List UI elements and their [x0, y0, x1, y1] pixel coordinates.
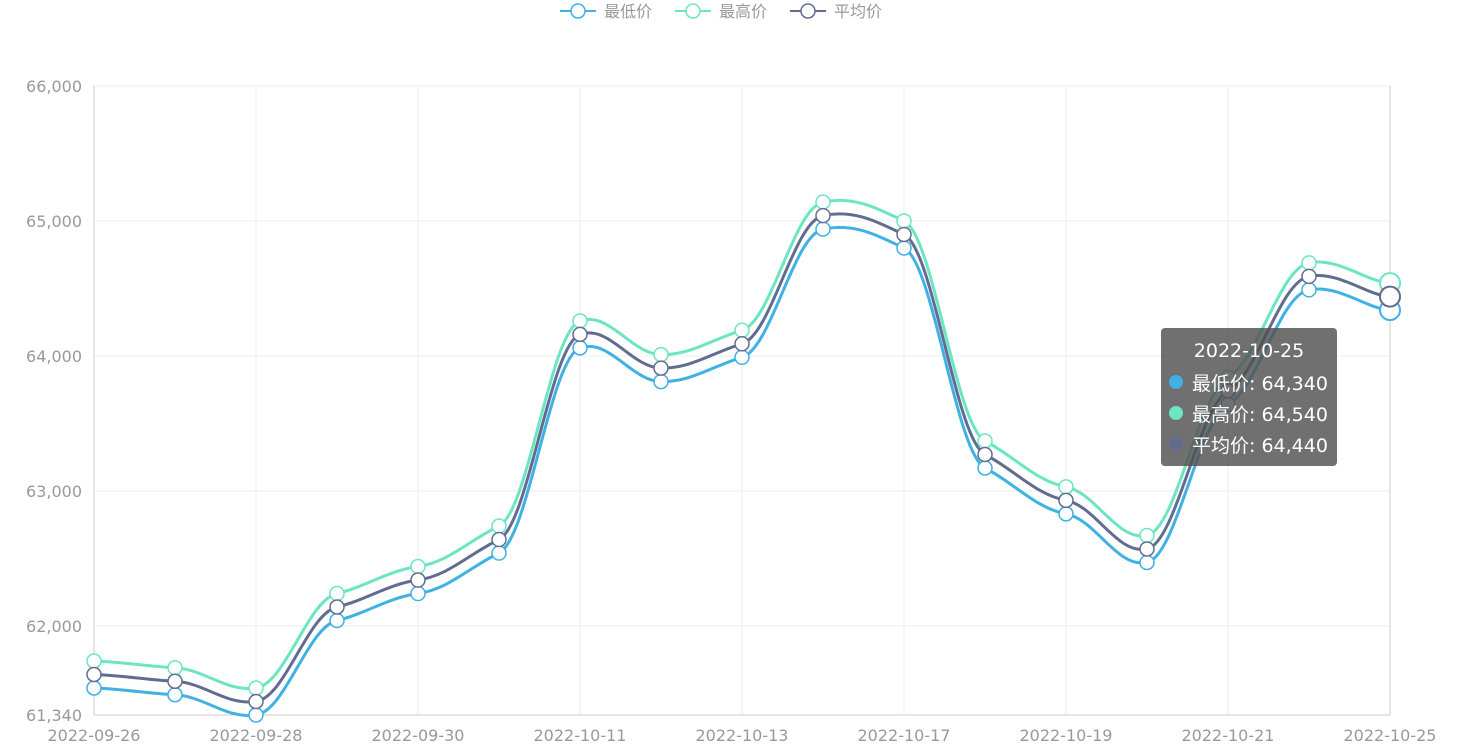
- x-tick-label: 2022-10-25: [1344, 726, 1437, 745]
- series-point[interactable]: [86, 653, 102, 669]
- series-point[interactable]: [491, 518, 507, 534]
- tooltip-row: 平均价: 64,440: [1169, 432, 1328, 457]
- series-point[interactable]: [1058, 506, 1074, 522]
- series-color-dot: [1169, 406, 1183, 420]
- x-tick-label: 2022-09-28: [210, 726, 303, 745]
- series-point[interactable]: [1139, 554, 1155, 571]
- series-point[interactable]: [1301, 282, 1317, 298]
- series-point[interactable]: [977, 460, 993, 476]
- series-point[interactable]: [410, 558, 426, 575]
- legend-item[interactable]: 平均价: [790, 2, 882, 21]
- tooltip-row: 最低价: 64,340: [1169, 370, 1328, 395]
- x-axis-tick-labels: 2022-09-26 2022-09-28 2022-09-30 2022-10-11…: [48, 726, 1437, 745]
- series-point[interactable]: [572, 326, 588, 343]
- series-point[interactable]: [329, 585, 345, 602]
- legend-swatch-marker: [685, 3, 701, 19]
- series-point[interactable]: [491, 545, 507, 561]
- series-point[interactable]: [977, 433, 993, 449]
- series-point[interactable]: [1301, 268, 1317, 285]
- legend-swatch-marker: [800, 3, 816, 19]
- series-point[interactable]: [410, 572, 426, 588]
- x-tick-label: 2022-10-13: [696, 726, 789, 745]
- series-point[interactable]: [572, 313, 588, 329]
- series-point[interactable]: [1058, 479, 1074, 495]
- series-point[interactable]: [248, 680, 264, 696]
- series-color-dot: [1169, 437, 1183, 451]
- series-point[interactable]: [653, 360, 669, 376]
- series-point[interactable]: [329, 612, 345, 629]
- series-point[interactable]: [572, 340, 588, 356]
- series-point[interactable]: [1301, 255, 1317, 271]
- series-point[interactable]: [329, 599, 345, 615]
- series-point[interactable]: [896, 240, 912, 256]
- x-tick-label: 2022-10-11: [534, 726, 627, 745]
- axes: [93, 86, 1391, 716]
- series-point[interactable]: [653, 346, 669, 363]
- legend-label: 最低价: [604, 2, 652, 21]
- x-tick-label: 2022-10-21: [1182, 726, 1275, 745]
- series-point[interactable]: [1139, 527, 1155, 544]
- y-tick-label: 64,000: [26, 347, 82, 366]
- series-point[interactable]: [167, 660, 183, 676]
- series-point[interactable]: [1379, 285, 1401, 308]
- y-tick-label: 63,000: [26, 482, 82, 501]
- series-point[interactable]: [1139, 541, 1155, 557]
- legend-item[interactable]: 最低价: [560, 2, 652, 21]
- series-point[interactable]: [167, 687, 183, 703]
- legend-item[interactable]: 最高价: [675, 2, 767, 21]
- series-point[interactable]: [248, 707, 264, 723]
- series-point[interactable]: [167, 673, 183, 690]
- tooltip-row-label: 最高价: 64,540: [1192, 403, 1328, 426]
- series-point[interactable]: [896, 226, 912, 243]
- series-point[interactable]: [815, 194, 831, 210]
- y-tick-label: 66,000: [26, 77, 82, 96]
- series-point[interactable]: [815, 207, 831, 224]
- tooltip-row: 最高价: 64,540: [1169, 401, 1328, 426]
- series-point[interactable]: [248, 693, 264, 710]
- series-point[interactable]: [734, 349, 750, 366]
- chart-tooltip: 2022-10-25 最低价: 64,340 最高价: 64,540 平均价: …: [1161, 328, 1337, 466]
- tooltip-title: 2022-10-25: [1193, 340, 1305, 362]
- legend-label: 最高价: [719, 2, 767, 21]
- series-point[interactable]: [1058, 492, 1074, 509]
- x-tick-label: 2022-10-19: [1020, 726, 1113, 745]
- series-point[interactable]: [734, 322, 750, 339]
- x-tick-label: 2022-10-17: [858, 726, 951, 745]
- chart-legend[interactable]: 最低价 最高价 平均价: [560, 2, 882, 21]
- x-tick-label: 2022-09-26: [48, 726, 141, 745]
- series-point[interactable]: [410, 585, 426, 602]
- series-point[interactable]: [977, 446, 993, 463]
- series-point[interactable]: [491, 531, 507, 548]
- y-axis-tick-labels: 61,340 62,000 63,000 64,000 65,000 66,000: [26, 77, 82, 725]
- series-point[interactable]: [734, 336, 750, 352]
- series-points[interactable]: [86, 194, 1401, 723]
- y-tick-label: 65,000: [26, 212, 82, 231]
- legend-label: 平均价: [834, 2, 882, 21]
- series-point[interactable]: [815, 221, 831, 237]
- x-tick-label: 2022-09-30: [372, 726, 465, 745]
- legend-swatch-marker: [570, 3, 586, 19]
- y-tick-label: 61,340: [26, 706, 82, 725]
- series-point[interactable]: [896, 213, 912, 229]
- series-point[interactable]: [653, 373, 669, 390]
- series-point[interactable]: [86, 666, 102, 683]
- tooltip-row-label: 平均价: 64,440: [1192, 434, 1328, 457]
- y-tick-label: 62,000: [26, 617, 82, 636]
- series-point[interactable]: [86, 680, 102, 696]
- tooltip-row-label: 最低价: 64,340: [1192, 372, 1328, 395]
- series-color-dot: [1169, 375, 1183, 389]
